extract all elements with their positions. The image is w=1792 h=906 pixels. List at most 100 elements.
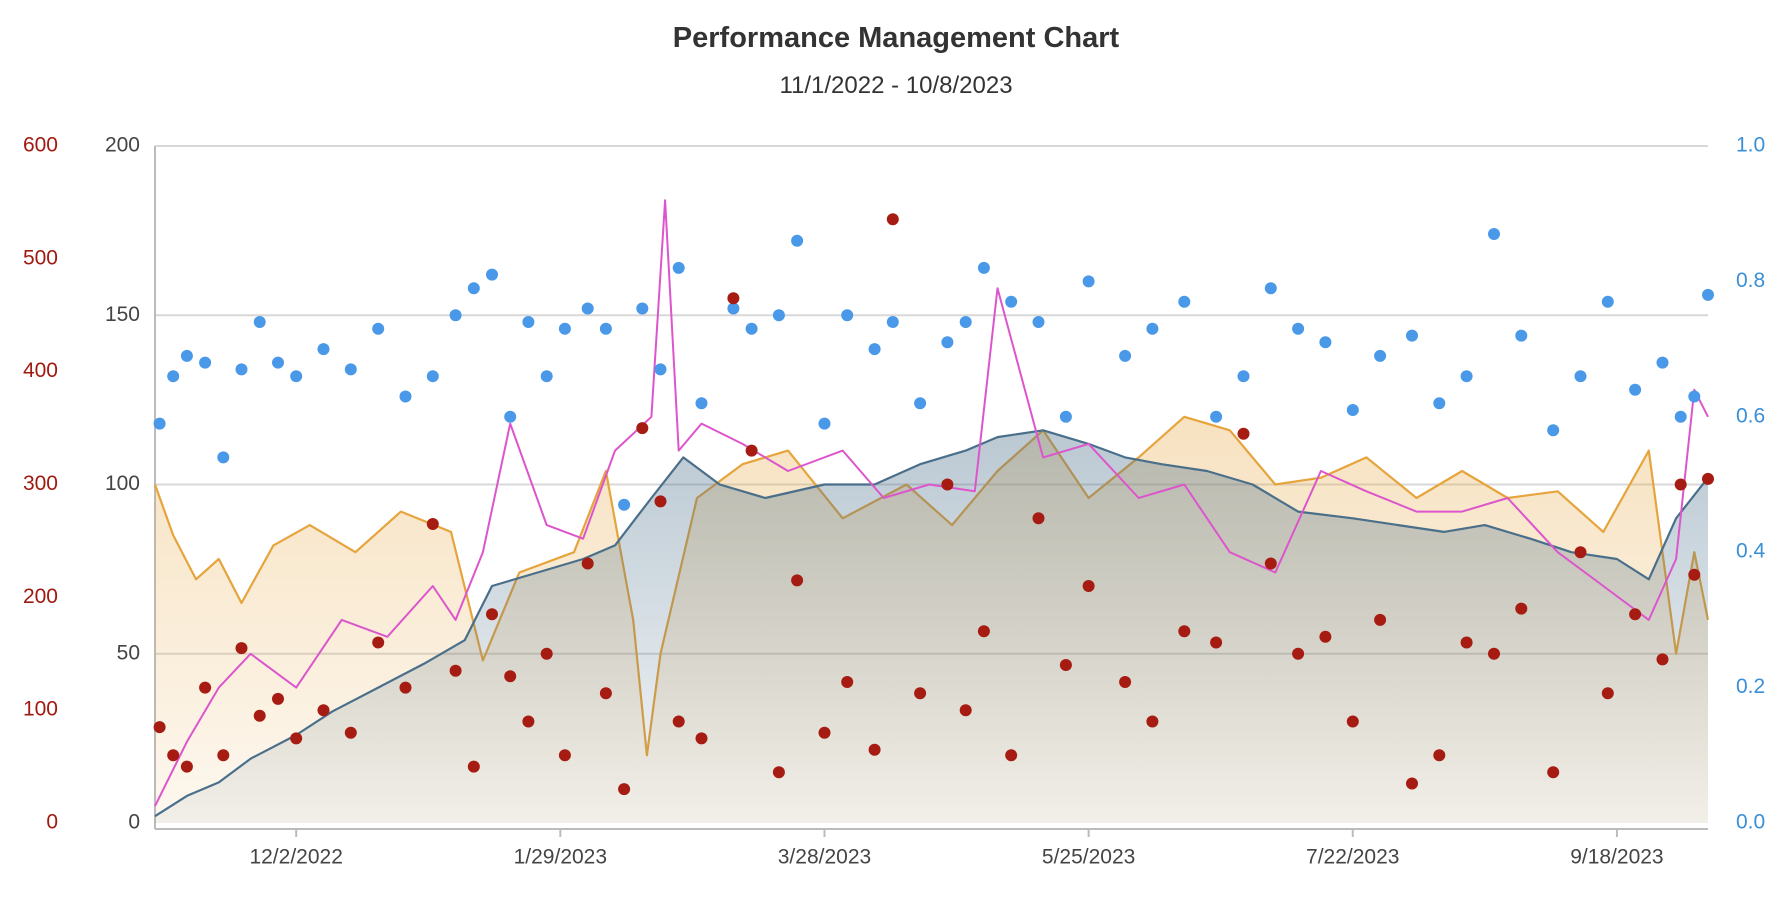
if-point <box>153 417 166 430</box>
if-point <box>886 316 899 328</box>
tss-point <box>1488 647 1500 660</box>
tss-point <box>1460 636 1473 649</box>
tss-point <box>1656 653 1669 666</box>
tss-point <box>1515 602 1528 615</box>
left-outer-tick-label: 300 <box>23 472 58 495</box>
if-point <box>841 309 854 322</box>
left-outer-tick-label: 0 <box>46 811 58 834</box>
if-point <box>818 417 831 430</box>
left-outer-tick-label: 600 <box>23 134 58 157</box>
right-tick-label: 0.2 <box>1736 675 1765 698</box>
if-point <box>1674 410 1687 423</box>
tss-point <box>1433 749 1446 762</box>
tss-point <box>1674 478 1687 491</box>
if-point <box>290 370 303 383</box>
tss-point <box>1059 659 1072 671</box>
if-point <box>1005 295 1018 308</box>
right-tick-label: 0.0 <box>1736 811 1765 834</box>
tss-point <box>1178 625 1191 638</box>
tss-point <box>449 664 462 677</box>
if-point <box>317 343 330 356</box>
tss-point <box>1292 647 1305 660</box>
if-point <box>654 363 667 376</box>
tss-point <box>558 749 571 762</box>
if-point <box>1082 275 1095 288</box>
tss-point <box>1082 580 1095 592</box>
tss-point <box>272 692 284 705</box>
tss-point <box>1601 687 1614 700</box>
if-point <box>1374 349 1387 362</box>
if-point <box>235 363 248 376</box>
if-point <box>1319 336 1332 349</box>
tss-point <box>599 687 612 700</box>
if-point <box>467 282 480 295</box>
x-tick-label: 12/2/2022 <box>249 846 342 869</box>
if-point <box>1515 329 1528 342</box>
tss-point <box>153 721 166 734</box>
tss-point <box>581 557 594 570</box>
x-tick-label: 7/22/2023 <box>1306 846 1399 869</box>
if-point <box>977 261 990 274</box>
right-tick-label: 0.4 <box>1736 540 1766 563</box>
x-tick-label: 9/18/2023 <box>1570 846 1663 869</box>
if-point <box>772 309 785 322</box>
if-point <box>1488 228 1500 240</box>
if-point <box>1656 356 1669 369</box>
left-outer-tick-label: 400 <box>23 359 58 382</box>
left-inner-tick-label: 150 <box>105 303 140 326</box>
tss-point <box>1406 777 1418 790</box>
if-point <box>581 302 594 315</box>
left-inner-tick-label: 0 <box>128 811 140 834</box>
fitness-series-fill <box>155 430 1708 823</box>
if-point <box>1264 282 1277 295</box>
if-point <box>540 370 553 383</box>
tss-point <box>253 709 266 722</box>
tss-point <box>1346 715 1359 728</box>
left-inner-tick-label: 50 <box>117 641 140 664</box>
tss-point <box>317 704 330 717</box>
tss-point <box>914 687 927 700</box>
if-point <box>959 316 972 328</box>
tss-point <box>636 422 649 435</box>
x-tick-label: 1/29/2023 <box>514 846 607 869</box>
tss-point <box>886 213 899 226</box>
tss-point <box>1119 676 1132 688</box>
if-point <box>253 316 266 328</box>
if-point <box>486 268 498 281</box>
left-inner-tick-label: 100 <box>105 472 140 495</box>
if-point <box>599 322 612 335</box>
tss-point <box>180 760 193 773</box>
if-point <box>1574 370 1587 383</box>
tss-point <box>1264 557 1277 570</box>
chart-subtitle: 11/1/2022 - 10/8/2023 <box>779 72 1013 99</box>
tss-point <box>618 783 631 796</box>
tss-point <box>167 749 180 762</box>
tss-point <box>522 715 535 728</box>
tss-point <box>344 726 357 739</box>
tss-point <box>695 732 708 745</box>
tss-point <box>841 676 854 688</box>
if-point <box>1346 404 1359 416</box>
tss-point <box>977 625 990 638</box>
tss-point <box>540 647 553 660</box>
if-point <box>672 261 685 274</box>
tss-point <box>217 749 230 762</box>
if-point <box>914 397 927 410</box>
if-point <box>1688 390 1701 403</box>
left-inner-tick-label: 200 <box>105 134 140 157</box>
tss-point <box>1210 636 1223 649</box>
if-point <box>399 390 412 403</box>
tss-point <box>1146 715 1159 728</box>
if-point <box>636 302 649 315</box>
tss-point <box>504 670 517 683</box>
x-tick-label: 3/28/2023 <box>778 846 871 869</box>
tss-point <box>745 444 758 457</box>
tss-point <box>235 642 248 655</box>
tss-point <box>426 518 439 530</box>
tss-point <box>1319 630 1332 643</box>
if-point <box>504 410 517 423</box>
if-point <box>1292 322 1305 335</box>
if-point <box>695 397 708 410</box>
if-point <box>1210 410 1223 423</box>
